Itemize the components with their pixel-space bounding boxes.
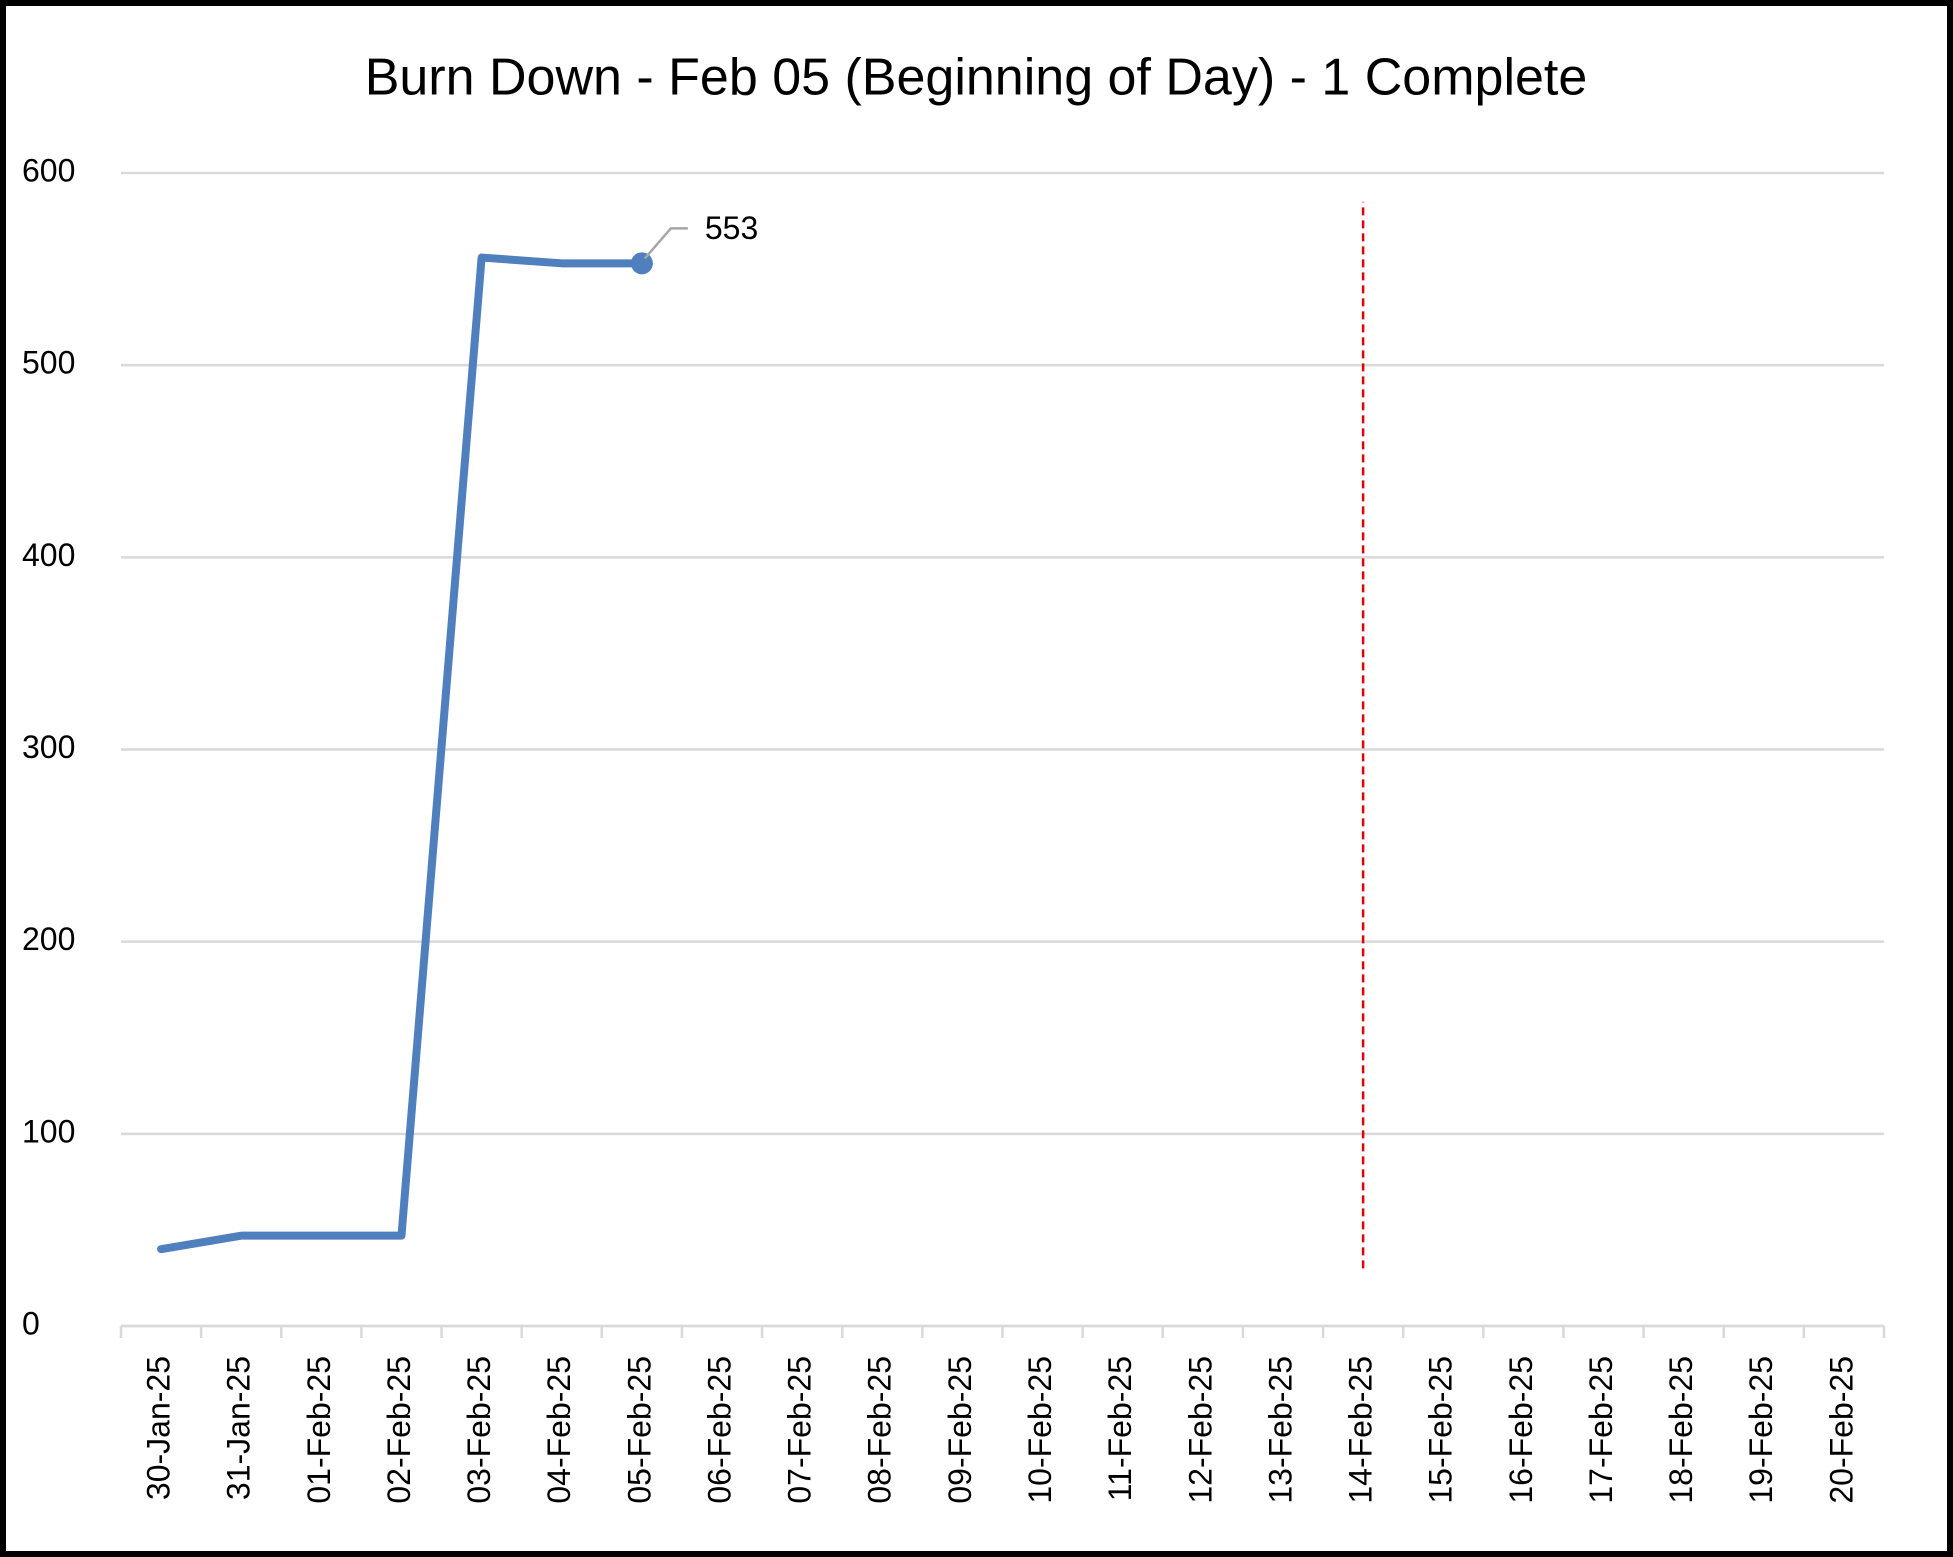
x-tick-label: 10-Feb-25 <box>1022 1356 1058 1504</box>
x-tick-label: 14-Feb-25 <box>1343 1356 1379 1504</box>
x-tick-label: 08-Feb-25 <box>862 1356 898 1504</box>
x-tick-label: 01-Feb-25 <box>301 1356 337 1504</box>
series-line <box>157 253 646 1254</box>
x-tick-label: 03-Feb-25 <box>461 1356 497 1504</box>
x-tick-label: 20-Feb-25 <box>1823 1356 1859 1504</box>
x-tick-label: 09-Feb-25 <box>942 1356 978 1504</box>
x-tick-label: 02-Feb-25 <box>381 1356 417 1504</box>
x-tick-label: 30-Jan-25 <box>141 1356 177 1500</box>
y-tick-label: 0 <box>22 1305 40 1341</box>
y-tick-label: 400 <box>22 537 75 573</box>
label-leader <box>643 227 688 260</box>
x-tick-label: 31-Jan-25 <box>221 1356 257 1500</box>
data-point <box>630 252 653 275</box>
y-tick-label: 100 <box>22 1113 75 1149</box>
data-label: 553 <box>705 210 758 246</box>
x-tick-label: 04-Feb-25 <box>541 1356 577 1504</box>
x-tick-label: 11-Feb-25 <box>1102 1356 1138 1501</box>
x-tick-label: 06-Feb-25 <box>701 1356 737 1504</box>
x-tick-label: 19-Feb-25 <box>1743 1356 1779 1504</box>
x-tick-label: 17-Feb-25 <box>1583 1356 1619 1504</box>
y-tick-label: 300 <box>22 729 75 765</box>
x-tick-label: 13-Feb-25 <box>1262 1356 1298 1504</box>
y-tick-label: 500 <box>22 345 75 381</box>
x-tick-label: 15-Feb-25 <box>1423 1356 1459 1504</box>
x-tick-label: 16-Feb-25 <box>1503 1356 1539 1504</box>
x-tick-label: 05-Feb-25 <box>621 1356 657 1504</box>
chart-title: Burn Down - Feb 05 (Beginning of Day) - … <box>365 49 1588 107</box>
y-tick-label: 600 <box>22 152 75 188</box>
y-tick-label: 200 <box>22 921 75 957</box>
x-tick-label: 12-Feb-25 <box>1182 1356 1218 1504</box>
x-tick-label: 18-Feb-25 <box>1663 1356 1699 1504</box>
x-tick-label: 07-Feb-25 <box>782 1356 818 1504</box>
